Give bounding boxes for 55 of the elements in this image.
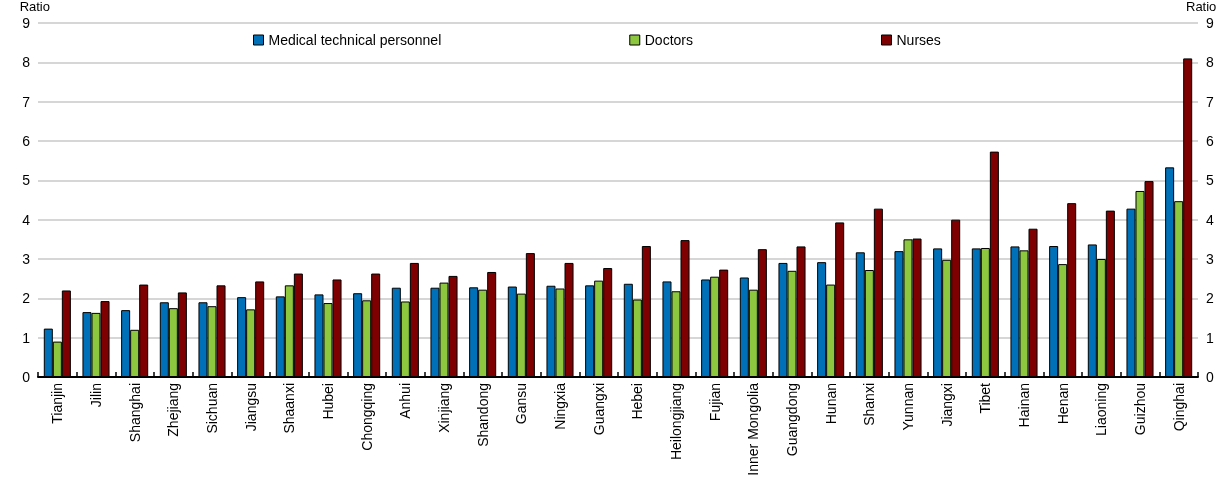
x-tick-label: Shanghai — [126, 383, 143, 443]
y2-tick-label: 0 — [1206, 369, 1214, 385]
x-tick-label: Inner Mongolia — [745, 382, 762, 476]
x-tick-label: Shanxi — [861, 383, 878, 426]
y2-tick-label: 6 — [1206, 133, 1214, 149]
x-tick-label: Yunnan — [900, 383, 916, 431]
y-tick-label: 3 — [22, 251, 31, 267]
x-tick-label: Sichuan — [204, 383, 220, 434]
y2-tick-label: 7 — [1206, 93, 1214, 110]
x-tick-label: Xinjiang — [436, 383, 452, 433]
x-tick-label: Chongqing — [358, 383, 375, 451]
x-tick-label: Tibet — [977, 382, 994, 414]
y-tick-label: 6 — [22, 133, 31, 149]
y-tick-label: 0 — [22, 369, 31, 385]
y2-tick-label: 4 — [1206, 211, 1214, 228]
x-tick-label: Fujian — [706, 383, 723, 422]
y-tick-label: 1 — [22, 329, 31, 346]
x-tick-label: Zhejiang — [165, 383, 182, 437]
x-tick-label: Gansu — [513, 383, 530, 425]
x-tick-label: Guizhou — [1132, 383, 1148, 436]
y-tick-label: 2 — [22, 290, 31, 307]
y-tick-label: 5 — [22, 172, 31, 189]
x-tick-label: Guangxi — [590, 383, 607, 436]
x-tick-label: Anhui — [397, 383, 414, 419]
y2-tick-label: 1 — [1206, 329, 1214, 346]
y2-tick-label: 2 — [1206, 290, 1214, 307]
y2-tick-label: 9 — [1206, 15, 1214, 31]
x-tick-label: Jilin — [88, 383, 104, 408]
y2-tick-label: 5 — [1206, 172, 1214, 189]
y-axis-title: Ratio — [19, 0, 50, 14]
x-tick-label: Hubei — [320, 383, 336, 420]
x-tick-label: Henan — [1054, 383, 1071, 425]
x-tick-label: Qinghai — [1170, 383, 1187, 432]
x-tick-label: Guangdong — [784, 383, 800, 457]
x-tick-label: Jiangxi — [938, 383, 955, 427]
x-tick-label: Shandong — [474, 383, 491, 447]
y-tick-label: 9 — [22, 15, 31, 31]
x-tick-label: Heilongjiang — [668, 383, 684, 461]
legend-label: Medical technical personnel — [268, 32, 442, 48]
x-tick-label: Ningxia — [552, 382, 568, 430]
x-tick-label: Hainan — [1016, 383, 1032, 428]
legend-label: Doctors — [644, 32, 693, 48]
y2-tick-label: 3 — [1206, 251, 1214, 267]
x-tick-label: Jiangsu — [242, 383, 259, 432]
y-tick-label: 8 — [22, 54, 31, 71]
y-tick-label: 7 — [22, 93, 31, 110]
y2-axis-title: Ratio — [1186, 0, 1217, 14]
x-tick-label: Hebei — [629, 383, 646, 420]
x-tick-label: Liaoning — [1093, 383, 1110, 436]
legend-label: Nurses — [896, 32, 941, 48]
y2-tick-label: 8 — [1206, 54, 1214, 71]
x-tick-label: Shaanxi — [281, 383, 298, 434]
y-tick-label: 4 — [22, 211, 31, 228]
x-tick-label: Hunan — [822, 383, 839, 425]
x-tick-label: Tianjin — [49, 383, 66, 424]
